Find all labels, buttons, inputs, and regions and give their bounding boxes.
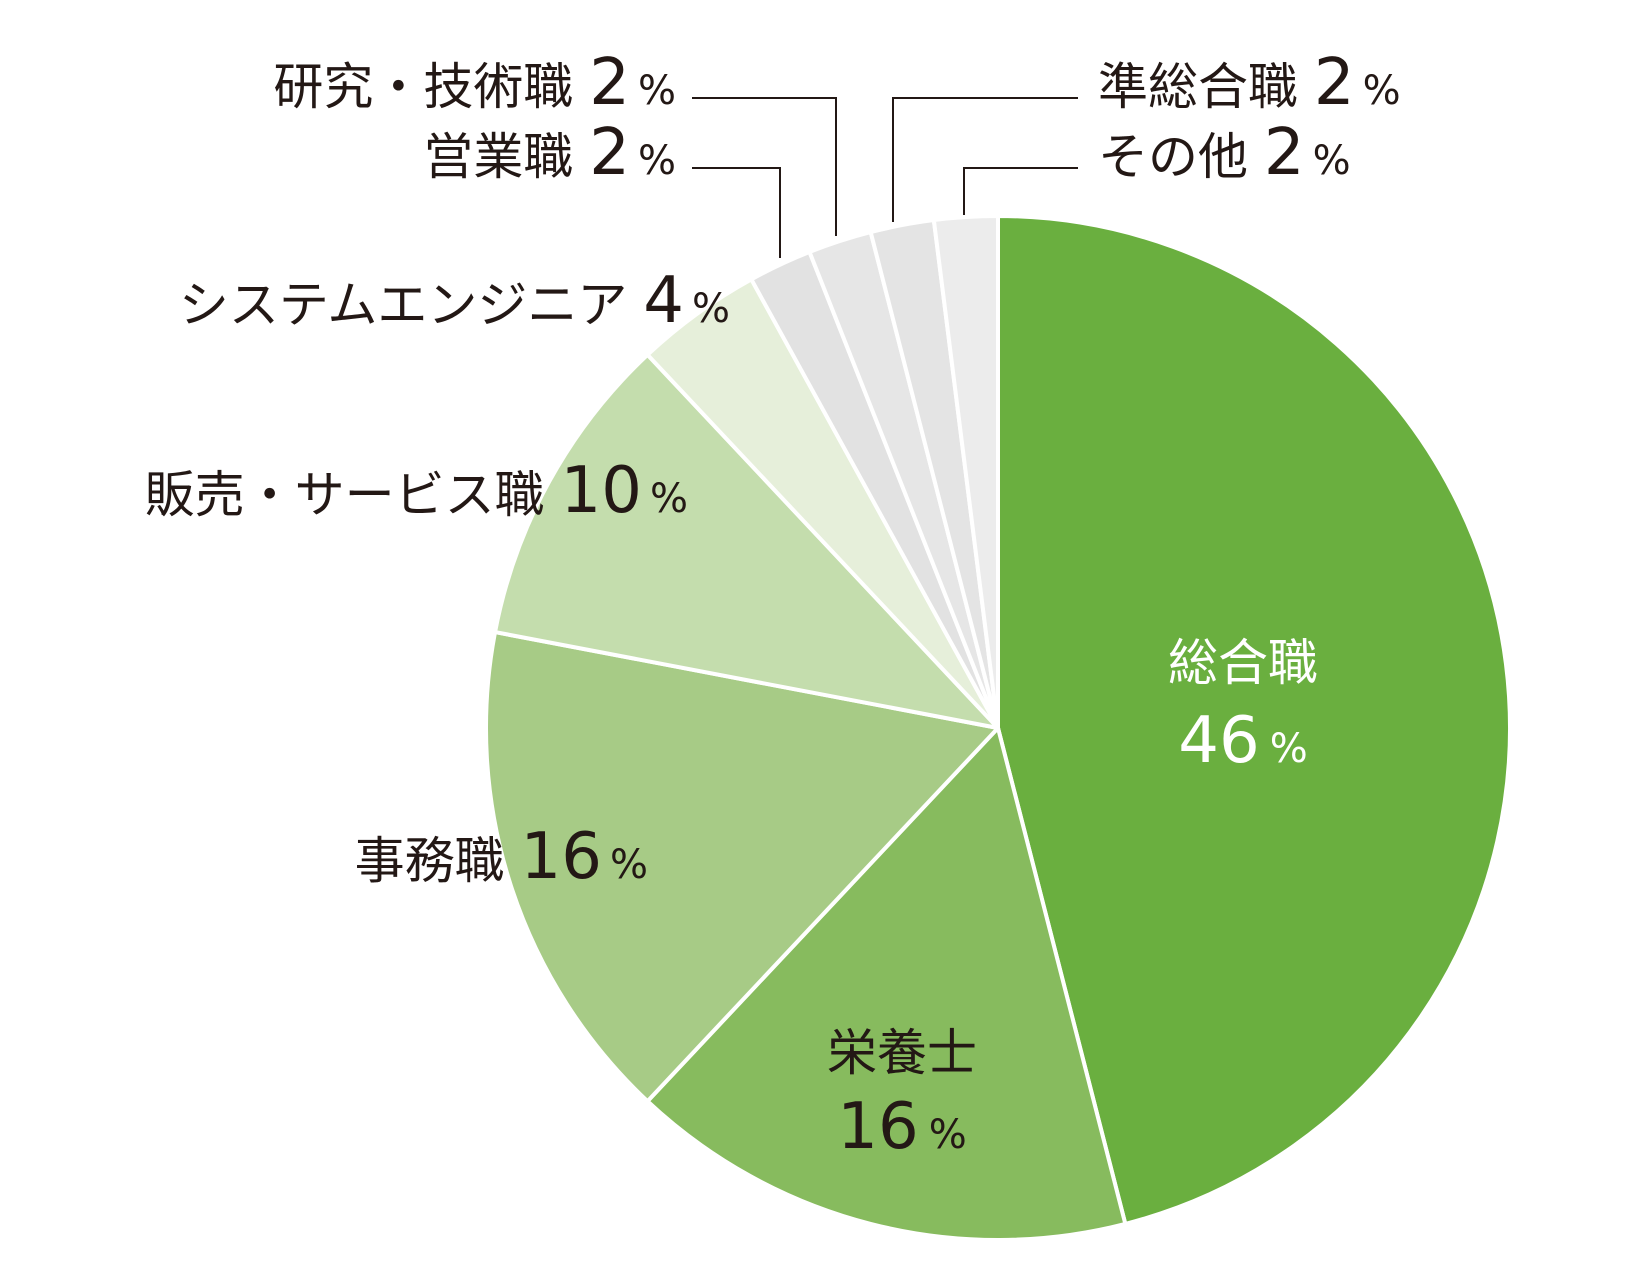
slice-1-label-value: 46% [1178,704,1307,778]
slice-6-label: 営業職 2% [423,116,676,190]
slice-2-label-value: 16% [837,1090,966,1164]
slice-2-label-name: 栄養士 [827,1024,977,1082]
slice-2-wedge [645,726,1128,1242]
slice-1-wedge [996,214,1512,1226]
slice-7-leader-line [692,97,837,236]
slice-9-wedge [931,214,1000,730]
pie-slices [484,214,1512,1242]
slice-4-wedge [493,352,1000,730]
slice-labels: 総合職 46 % 栄養士 16 % 事務職 16 % 販売・サービス職 10 % システムエンジニア… [145,46,1401,1164]
slice-8-leader-line [892,97,1078,222]
slice-8-label: 準総合職 2% [1098,46,1401,120]
slice-1-label-name: 総合職 [1168,634,1318,692]
slice-9-leader-line [963,167,1078,215]
slice-5-label: システムエンジニア 4% [179,264,730,338]
slice-3-label: 事務職 16% [355,820,648,894]
slice-4-label: 販売・サービス職 10% [145,454,688,528]
slice-6-leader-line [692,167,781,258]
slice-7-label: 研究・技術職 2% [273,46,676,120]
slice-3-wedge [484,630,1000,1104]
leader-lines [692,97,1078,258]
slice-9-label: その他 2% [1098,116,1351,190]
